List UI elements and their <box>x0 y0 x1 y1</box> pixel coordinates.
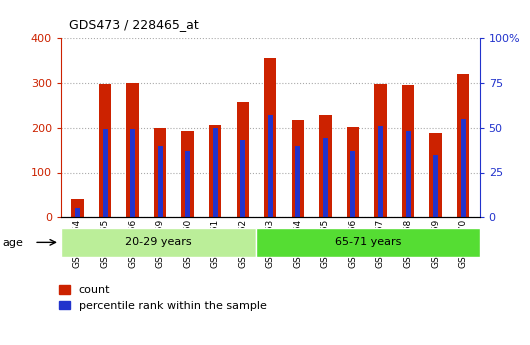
Bar <box>295 146 301 217</box>
Bar <box>102 129 108 217</box>
Bar <box>461 119 465 217</box>
Bar <box>71 199 84 217</box>
Bar <box>154 128 166 217</box>
Bar <box>457 74 470 217</box>
Text: 20-29 years: 20-29 years <box>125 237 192 247</box>
Bar <box>75 208 80 217</box>
Bar <box>181 131 194 217</box>
Text: GDS473 / 228465_at: GDS473 / 228465_at <box>69 18 199 31</box>
Bar <box>319 115 332 217</box>
Text: 65-71 years: 65-71 years <box>335 237 401 247</box>
Legend: count, percentile rank within the sample: count, percentile rank within the sample <box>58 285 267 311</box>
Bar <box>378 126 383 217</box>
Bar <box>99 84 111 217</box>
Bar <box>347 127 359 217</box>
Bar <box>323 138 328 217</box>
Bar <box>61 228 257 257</box>
Bar <box>157 146 163 217</box>
Bar <box>185 151 190 217</box>
Bar <box>264 58 277 217</box>
Bar <box>257 228 480 257</box>
Bar <box>292 120 304 217</box>
Bar <box>240 140 245 217</box>
Bar <box>126 83 139 217</box>
Bar <box>209 125 222 217</box>
Bar <box>429 133 442 217</box>
Bar <box>213 128 218 217</box>
Bar <box>405 131 411 217</box>
Text: age: age <box>3 238 23 248</box>
Bar <box>374 84 387 217</box>
Bar <box>268 115 273 217</box>
Bar <box>130 129 135 217</box>
Bar <box>236 102 249 217</box>
Bar <box>433 155 438 217</box>
Bar <box>402 85 414 217</box>
Bar <box>350 151 356 217</box>
